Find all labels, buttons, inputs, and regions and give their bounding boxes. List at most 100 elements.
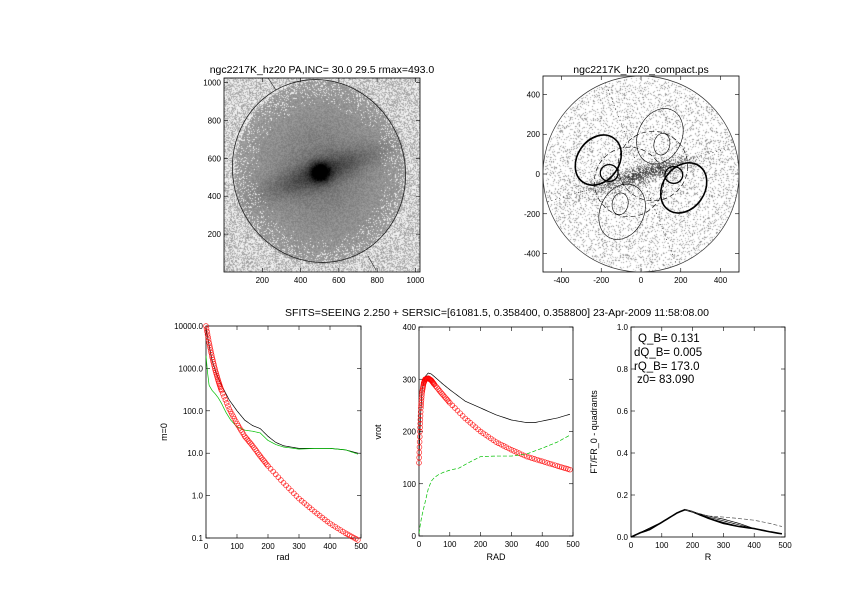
x-tick-label: 400 xyxy=(536,540,550,549)
panel4-xlabel: RAD xyxy=(486,552,506,562)
dotted-axis-line xyxy=(604,82,678,266)
data-point xyxy=(211,361,217,367)
data-point xyxy=(220,390,226,397)
series-mean-line xyxy=(630,508,783,538)
data-point xyxy=(443,395,449,402)
data-point xyxy=(248,441,254,447)
y-tick-label: 400 xyxy=(527,90,541,99)
data-point xyxy=(435,386,442,392)
data-point xyxy=(417,428,423,435)
data-point xyxy=(417,416,424,423)
data-point xyxy=(495,440,502,447)
data-point xyxy=(278,477,284,483)
galaxy-image xyxy=(224,78,420,272)
x-tick-label: 0 xyxy=(417,540,422,549)
contour-thick-inner xyxy=(664,165,684,184)
data-point xyxy=(436,387,443,394)
data-point xyxy=(503,444,510,450)
panel5-xlabel: R xyxy=(705,552,712,562)
y-tick-label: 10000.0 xyxy=(174,322,203,331)
x-tick-label: 0 xyxy=(639,276,644,285)
y-tick-label: 0.6 xyxy=(617,407,629,416)
data-point xyxy=(254,449,261,456)
x-tick-label: 1000 xyxy=(407,276,425,285)
data-point xyxy=(291,490,297,497)
data-point xyxy=(204,331,211,338)
pa-line xyxy=(367,255,377,271)
contour-thin-outer xyxy=(598,183,646,240)
panel2-title: ngc2217K_hz20_compact.ps xyxy=(573,64,708,76)
x-tick-label: -400 xyxy=(553,276,570,285)
data-point xyxy=(417,420,423,427)
data-point xyxy=(225,403,231,409)
data-point xyxy=(567,466,573,473)
data-point xyxy=(529,455,535,461)
series-quadrant-2-line xyxy=(630,509,755,538)
data-point xyxy=(416,454,422,461)
data-point xyxy=(416,449,423,456)
data-point xyxy=(419,392,425,398)
y-tick-label: 100.0 xyxy=(183,407,204,416)
data-point xyxy=(355,537,361,543)
data-point xyxy=(205,334,211,340)
y-tick-label: 800 xyxy=(208,116,222,125)
x-tick-label: 200 xyxy=(261,542,275,551)
data-point xyxy=(531,456,538,462)
data-point xyxy=(251,444,257,451)
y-tick-label: 0 xyxy=(412,532,417,541)
data-point xyxy=(511,448,517,454)
deprojection-circle xyxy=(542,75,740,273)
series-quadrant-3-line xyxy=(630,509,755,538)
data-point xyxy=(218,387,225,394)
panel4-ylabel: vrot xyxy=(373,424,383,440)
data-point xyxy=(293,493,300,499)
y-tick-label: 400 xyxy=(208,192,222,201)
data-point xyxy=(280,480,287,486)
data-point xyxy=(204,328,210,335)
data-point xyxy=(270,468,276,475)
x-tick-label: 100 xyxy=(443,540,457,549)
panel3-xlabel: rad xyxy=(276,552,289,562)
y-tick-label: 0.0 xyxy=(617,533,629,542)
data-point xyxy=(210,359,216,365)
data-point xyxy=(416,439,423,445)
series-residual-line xyxy=(205,355,359,455)
y-tick-label: 200 xyxy=(527,130,541,139)
x-tick-label: 300 xyxy=(292,542,306,551)
data-point xyxy=(243,435,249,441)
contour-dashed xyxy=(617,130,689,202)
data-point xyxy=(440,392,447,399)
x-tick-label: 200 xyxy=(256,276,270,285)
data-point xyxy=(253,448,260,454)
y-tick-label: 200 xyxy=(403,428,417,437)
data-point xyxy=(211,363,218,369)
dotted-axis-line xyxy=(547,145,735,203)
x-tick-label: -200 xyxy=(593,276,610,285)
data-point xyxy=(221,393,227,400)
data-point xyxy=(516,450,522,456)
x-tick-label: 400 xyxy=(294,276,308,285)
data-point xyxy=(445,398,452,405)
data-point xyxy=(417,433,423,440)
data-point xyxy=(526,454,533,461)
x-tick-label: 300 xyxy=(717,541,731,550)
x-tick-label: 500 xyxy=(566,540,580,549)
series-residual-line xyxy=(418,434,571,534)
data-point xyxy=(542,459,548,465)
data-point xyxy=(249,442,256,449)
plot-frame xyxy=(223,77,421,273)
data-point xyxy=(252,446,258,452)
data-point xyxy=(500,443,507,449)
data-point xyxy=(418,400,425,406)
y-tick-label: -400 xyxy=(524,250,541,259)
data-point xyxy=(417,413,424,419)
contour-thin-inner xyxy=(653,133,671,156)
data-point xyxy=(285,485,292,491)
data-point xyxy=(209,356,216,363)
x-tick-label: 500 xyxy=(778,541,792,550)
data-point xyxy=(498,441,504,448)
panel5-ylabel: FT/FR_0 - quadrants xyxy=(589,390,599,474)
data-point xyxy=(547,460,553,467)
y-tick-label: 10.0 xyxy=(187,449,203,458)
